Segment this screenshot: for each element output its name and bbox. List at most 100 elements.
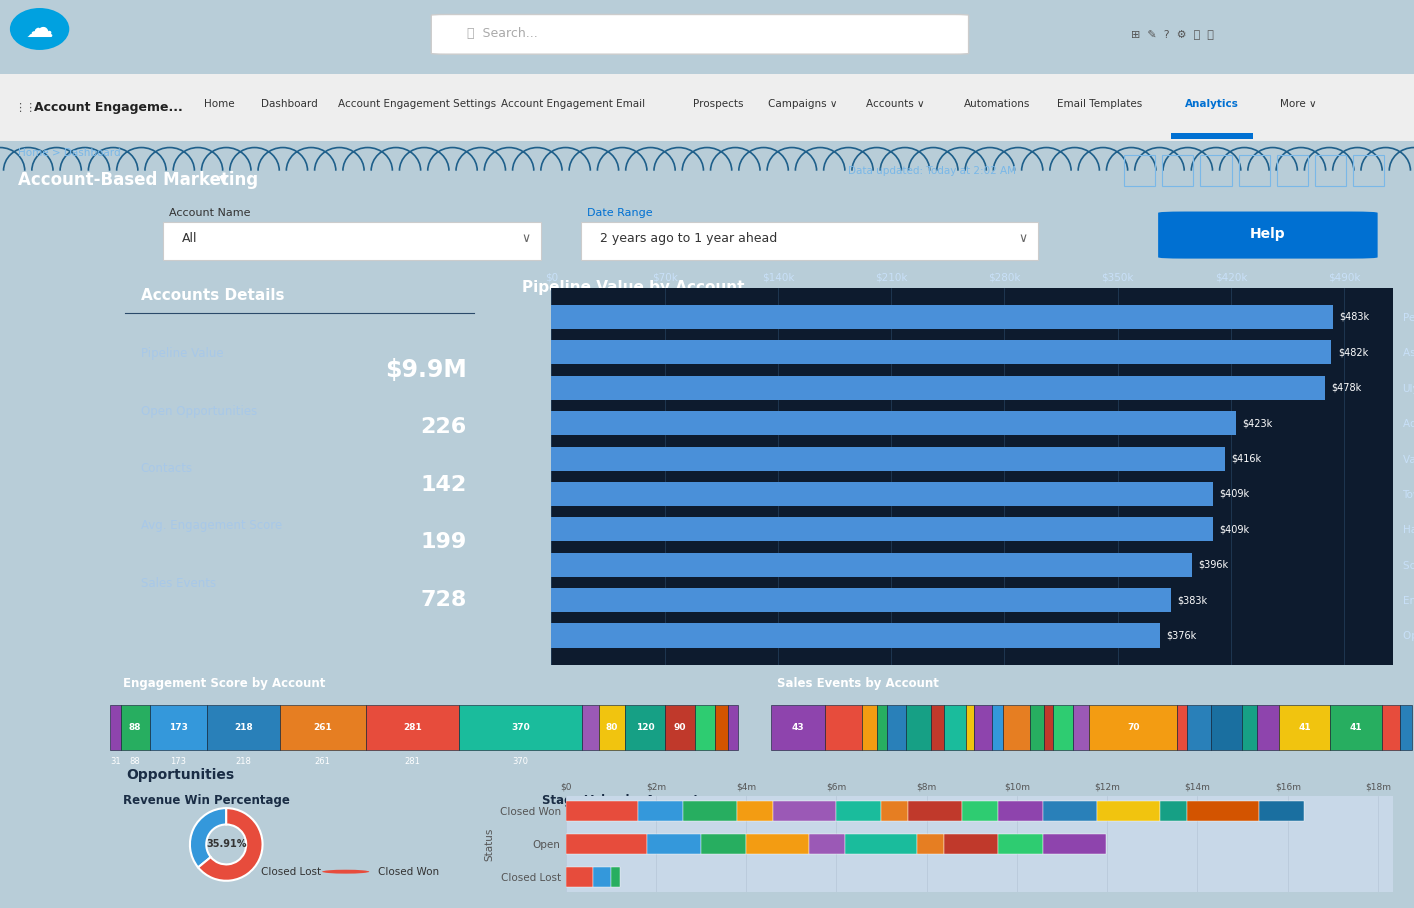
Text: Contacts: Contacts	[140, 462, 192, 475]
Wedge shape	[198, 808, 263, 881]
Text: 281: 281	[403, 723, 423, 732]
Bar	[1073, 705, 1089, 750]
Text: $376k: $376k	[1167, 630, 1196, 640]
Text: 90: 90	[674, 723, 686, 732]
Bar	[551, 588, 1171, 612]
Text: 70: 70	[1127, 723, 1140, 732]
Bar	[998, 801, 1044, 821]
Bar	[683, 801, 737, 821]
Bar	[932, 705, 945, 750]
Bar	[1210, 705, 1243, 750]
Bar	[551, 340, 1332, 364]
FancyBboxPatch shape	[1158, 212, 1377, 259]
Text: Avg. Engagement Score: Avg. Engagement Score	[140, 519, 281, 532]
Text: Account Engagement Settings: Account Engagement Settings	[338, 99, 496, 109]
Text: 31: 31	[110, 757, 120, 766]
Text: 88: 88	[130, 757, 140, 766]
Text: 88: 88	[129, 723, 141, 732]
Text: Campaigns ∨: Campaigns ∨	[768, 99, 839, 109]
Bar	[1188, 705, 1210, 750]
FancyBboxPatch shape	[431, 15, 969, 54]
Bar	[966, 705, 974, 750]
Bar	[592, 867, 611, 887]
Text: ⋮⋮: ⋮⋮	[14, 103, 37, 113]
Text: $396k: $396k	[1199, 559, 1229, 569]
Bar	[1200, 155, 1232, 186]
Bar	[583, 705, 598, 750]
Bar	[974, 705, 991, 750]
Ellipse shape	[10, 8, 69, 50]
Text: Sales Events by Account: Sales Events by Account	[778, 677, 939, 690]
Bar	[1089, 705, 1178, 750]
Text: $478k: $478k	[1332, 383, 1362, 393]
Text: 120: 120	[636, 723, 655, 732]
Text: Revenue Win Percentage: Revenue Win Percentage	[123, 794, 290, 807]
Bar	[1315, 155, 1346, 186]
Text: 226: 226	[420, 418, 467, 438]
Text: Data updated: Today at 2:02 AM: Data updated: Today at 2:02 AM	[848, 165, 1017, 176]
Text: 41: 41	[1349, 723, 1362, 732]
Bar	[566, 867, 592, 887]
Bar	[551, 624, 1159, 647]
Bar	[1044, 705, 1053, 750]
Text: 370: 370	[512, 723, 530, 732]
Bar	[771, 705, 824, 750]
Bar	[551, 411, 1236, 435]
Bar	[916, 834, 945, 854]
Bar	[163, 222, 542, 260]
Bar	[1003, 705, 1031, 750]
Bar	[888, 705, 906, 750]
Text: Email Templates: Email Templates	[1058, 99, 1143, 109]
Text: ▼: ▼	[219, 175, 228, 185]
Bar	[881, 801, 908, 821]
Bar	[945, 705, 966, 750]
Bar	[694, 705, 715, 750]
Bar	[1171, 133, 1253, 140]
Text: $482k: $482k	[1338, 348, 1367, 358]
Text: ⊞  ✎  ?  ⚙  🔔  👤: ⊞ ✎ ? ⚙ 🔔 👤	[1131, 28, 1215, 38]
Text: Engagement Score by Account: Engagement Score by Account	[123, 677, 325, 690]
Text: $423k: $423k	[1243, 419, 1273, 429]
Text: Account Name: Account Name	[170, 208, 250, 218]
Text: Pipeline Value by Account: Pipeline Value by Account	[522, 280, 744, 295]
Text: 199: 199	[420, 532, 467, 552]
Text: 41: 41	[1298, 723, 1311, 732]
Bar	[906, 705, 932, 750]
Bar	[824, 705, 863, 750]
Bar	[1162, 155, 1193, 186]
Bar	[150, 705, 208, 750]
Text: Accounts Details: Accounts Details	[140, 288, 284, 303]
Bar	[208, 705, 280, 750]
Text: Opportunities: Opportunities	[126, 768, 235, 783]
Bar	[638, 801, 683, 821]
Bar	[737, 801, 773, 821]
Y-axis label: Status: Status	[484, 827, 493, 861]
Bar	[551, 305, 1333, 329]
Bar	[551, 518, 1213, 541]
Bar	[110, 705, 120, 750]
Bar	[1053, 705, 1073, 750]
Text: $409k: $409k	[1220, 489, 1250, 498]
Bar	[1257, 705, 1278, 750]
Text: 80: 80	[605, 723, 618, 732]
Bar	[836, 801, 881, 821]
Text: 🔍  Search...: 🔍 Search...	[467, 27, 537, 40]
Text: 370: 370	[513, 757, 529, 766]
Bar	[1159, 801, 1188, 821]
Bar	[1258, 801, 1304, 821]
Text: Help: Help	[1250, 227, 1285, 241]
Bar	[863, 705, 878, 750]
Text: Date Range: Date Range	[587, 208, 653, 218]
Text: 261: 261	[314, 723, 332, 732]
Bar	[566, 834, 646, 854]
Bar	[991, 705, 1003, 750]
Text: 2 years ago to 1 year ahead: 2 years ago to 1 year ahead	[601, 232, 778, 245]
Text: Account Engagement Email: Account Engagement Email	[501, 99, 645, 109]
Text: Dashboard: Dashboard	[262, 99, 318, 109]
Text: Sales Events: Sales Events	[140, 577, 216, 590]
Bar	[1188, 801, 1258, 821]
Text: Home: Home	[204, 99, 235, 109]
Text: All: All	[182, 232, 198, 245]
Text: Analytics: Analytics	[1185, 99, 1239, 109]
Bar	[1277, 155, 1308, 186]
